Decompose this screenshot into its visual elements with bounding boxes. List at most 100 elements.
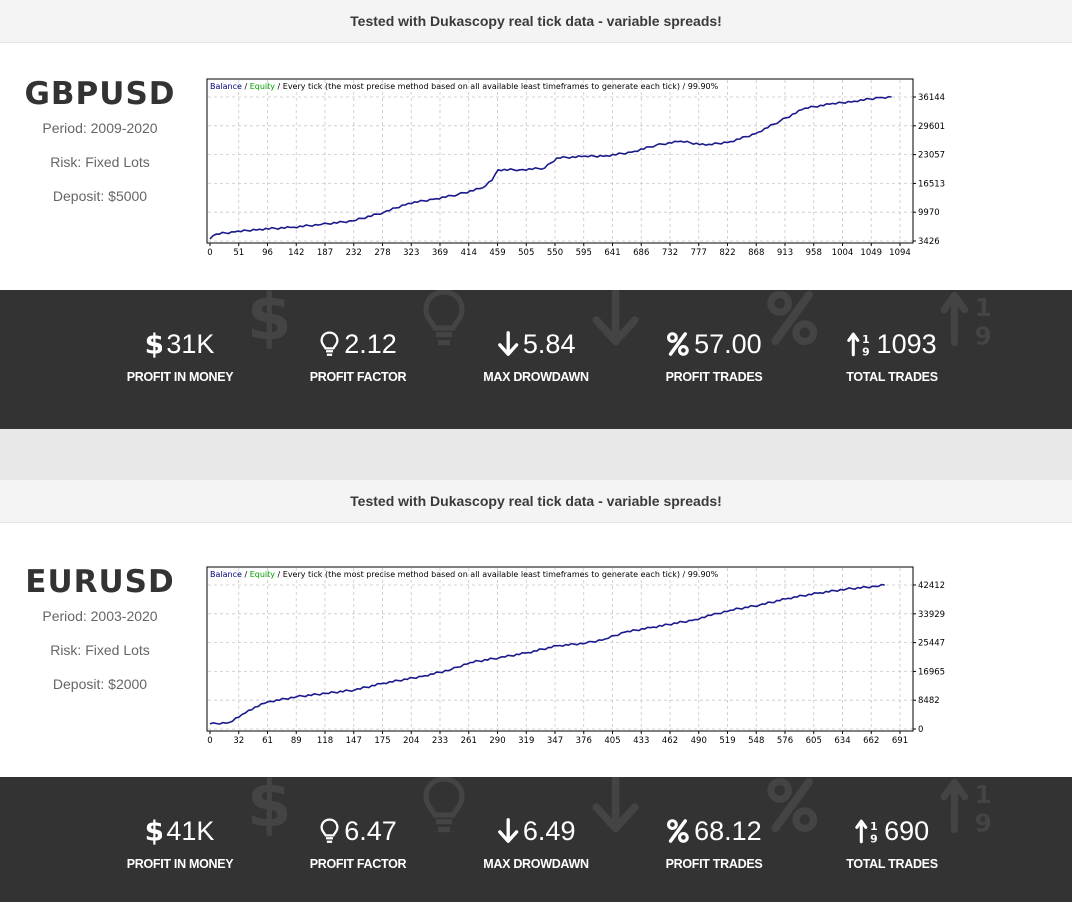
period-text: Period: 2003-2020 [42,608,158,624]
stat-profit-factor: 6.47 PROFIT FACTOR [268,813,448,871]
x-tick-label: 505 [518,248,534,257]
x-tick-label: 376 [576,736,592,745]
background-percent-icon [765,777,819,842]
background-percent-icon [765,290,819,355]
x-tick-label: 634 [834,736,850,745]
stat-profit-trades: 68.12 PROFIT TRADES [624,813,804,871]
x-tick-label: 51 [233,248,244,257]
x-tick-label: 777 [691,248,707,257]
y-tick-label: 23057 [918,151,945,161]
x-tick-label: 595 [576,248,592,257]
stat-value-row: 1 9 1093 [802,326,982,362]
background-lightbulb-icon [420,290,468,355]
x-tick-label: 118 [317,736,333,745]
percent-icon [666,330,690,358]
x-tick-label: 142 [288,248,304,257]
stat-value: 2.12 [344,329,397,359]
x-tick-label: 290 [489,736,505,745]
x-tick-label: 369 [432,248,448,257]
x-tick-label: 0 [207,248,212,257]
x-tick-label: 232 [346,248,362,257]
x-tick-label: 686 [633,248,649,257]
arrow-down-icon [497,817,519,845]
legend-equity: Equity [250,570,276,579]
background-dollar-icon: $ [247,290,292,355]
lightbulb-icon [319,817,340,845]
background-arrow-down-icon [590,777,641,842]
chart-svg: 0 32 61 89 118 147 175 204 233 261 290 319 347 376 405… [206,566,945,746]
stat-value: 57.00 [694,329,762,359]
percent-icon [666,817,690,845]
legend-balance: Balance [210,570,242,579]
x-tick-label: 187 [317,248,333,257]
chart-svg: 0 51 96 142 187 232 278 323 369 414 459 505 550 595 64… [206,78,945,258]
risk-text: Risk: Fixed Lots [50,642,150,658]
lightbulb-icon [319,330,340,358]
x-tick-label: 462 [662,736,678,745]
background-lightbulb-icon [420,777,468,842]
balance-chart: 0 32 61 89 118 147 175 204 233 261 290 319 347 376 405… [205,565,945,750]
stat-label: PROFIT FACTOR [309,857,407,871]
y-tick-label: 0 [918,725,923,735]
stat-value-row: 5.84 [446,326,626,362]
stat-profit-in-money: $41K PROFIT IN MONEY [90,813,270,871]
legend-balance: Balance [210,82,242,91]
x-tick-label: 490 [691,736,707,745]
x-tick-label: 662 [863,736,879,745]
x-tick-label: 0 [207,736,212,745]
svg-text:1: 1 [870,820,878,833]
balance-series-line [209,583,885,725]
x-tick-label: 414 [461,248,477,257]
x-tick-label: 958 [806,248,822,257]
balance-series-line [209,95,892,240]
stat-value: 68.12 [694,816,762,846]
svg-text:$: $ [250,290,288,350]
stat-value: 31K [166,329,215,359]
stat-max-drowdawn: 6.49 MAX DROWDAWN [446,813,626,871]
x-tick-label: 233 [432,736,448,745]
stat-value-row: 68.12 [624,813,804,849]
x-tick-label: 204 [403,736,419,745]
stat-label: MAX DROWDAWN [483,370,589,384]
background-arrow-down-icon [590,290,641,355]
svg-text:$: $ [146,817,163,845]
stat-value-row: 1 9 690 [802,813,982,849]
background-dollar-icon: $ [247,777,292,842]
stat-profit-trades: 57.00 PROFIT TRADES [624,326,804,384]
stat-label: PROFIT TRADES [665,370,763,384]
stat-value: 6.49 [522,816,576,846]
x-tick-label: 822 [719,248,735,257]
y-tick-label: 29601 [918,122,945,132]
pair-title: GBPUSD [24,76,176,112]
x-tick-label: 605 [806,736,822,745]
y-tick-label: 36144 [918,93,945,103]
y-tick-label: 16965 [918,667,945,677]
stat-label: TOTAL TRADES [846,370,938,384]
y-tick-label: 9970 [918,208,940,218]
svg-text:1: 1 [975,293,992,322]
stat-value-row: 2.12 [268,326,448,362]
x-tick-label: 175 [374,736,390,745]
stat-value-row: $41K [90,813,270,849]
stat-label: TOTAL TRADES [846,857,938,871]
svg-text:$: $ [250,777,288,837]
stat-value-row: 57.00 [624,326,804,362]
x-tick-label: 32 [233,736,244,745]
x-tick-label: 519 [719,736,735,745]
svg-text:9: 9 [975,809,992,837]
svg-text:1: 1 [975,780,992,809]
plot-area [206,78,914,244]
banner-text: Tested with Dukascopy real tick data - v… [350,493,722,509]
legend-equity: Equity [250,82,276,91]
x-tick-label: 278 [374,248,390,257]
x-tick-label: 323 [403,248,419,257]
chart-legend: Balance / Equity / Every tick (the most … [210,570,719,579]
x-tick-label: 147 [346,736,362,745]
x-tick-label: 347 [547,736,563,745]
x-tick-label: 261 [461,736,477,745]
stat-label: PROFIT TRADES [665,857,763,871]
